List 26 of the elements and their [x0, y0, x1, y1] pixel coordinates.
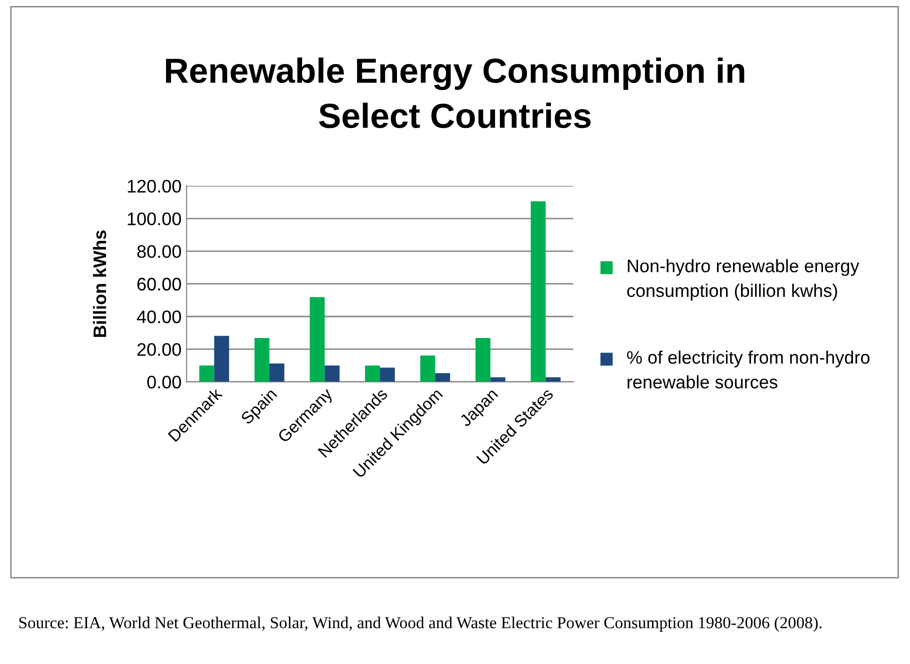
bar — [530, 201, 546, 382]
bar — [254, 338, 270, 382]
y-axis-title: Billion kWhs — [92, 230, 106, 337]
legend-label: Non-hydro renewable energy consumption (billion kwhs) — [627, 259, 860, 301]
y-tick-label: 100.00 — [128, 212, 181, 226]
bar — [269, 364, 284, 382]
chart-title: Renewable Energy Consumption in Select Countries — [166, 58, 744, 128]
bar — [365, 365, 380, 382]
y-tick-label: 0.00 — [147, 376, 181, 389]
bar — [214, 336, 230, 382]
bar — [490, 377, 506, 382]
y-tick-label: 40.00 — [136, 310, 181, 324]
y-tick-label: 120.00 — [128, 180, 181, 193]
y-tick-label: 20.00 — [137, 343, 181, 356]
bar — [435, 373, 450, 382]
bar — [380, 368, 395, 382]
legend-label: % of electricity from non-hydro renewable sources — [627, 350, 870, 389]
bar — [324, 365, 340, 382]
y-tick-label: 80.00 — [137, 245, 181, 258]
bar — [420, 356, 436, 382]
bar — [310, 297, 325, 382]
bar — [546, 377, 561, 382]
y-tick-label: 60.00 — [137, 278, 181, 291]
bar — [476, 338, 490, 382]
bar — [199, 365, 214, 382]
source-note: Source: EIA, World Net Geothermal, Solar, Wind, and Wood and Waste Electric Power Consumption 1980-2006 (2008). — [19, 616, 822, 632]
